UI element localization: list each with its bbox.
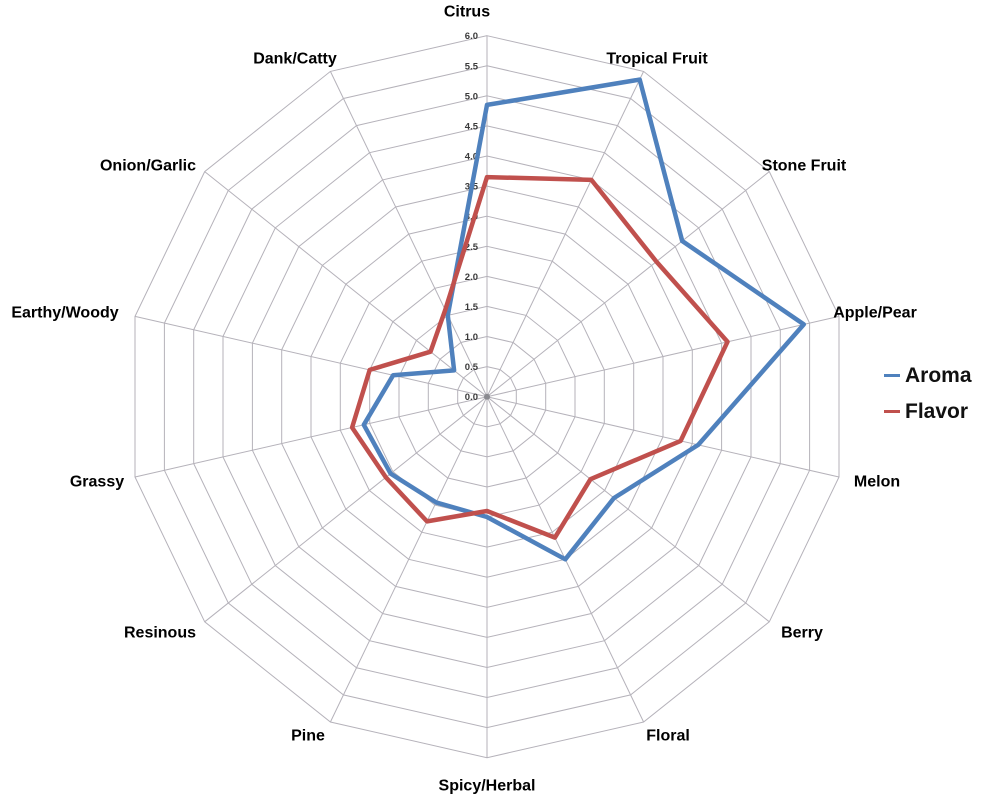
axis-label-resinous: Resinous (124, 625, 196, 642)
legend-item-flavor: Flavor (884, 400, 972, 423)
axis-label-pine: Pine (291, 728, 325, 745)
legend-item-aroma: Aroma (884, 364, 972, 387)
axis-label-apple-pear: Apple/Pear (833, 305, 917, 322)
radial-tick-label: 0.5 (465, 362, 479, 373)
chart-legend: Aroma Flavor (884, 364, 972, 423)
grid-spoke (486, 396, 770, 623)
legend-label-flavor: Flavor (905, 400, 969, 424)
axis-label-dank-catty: Dank/Catty (253, 51, 337, 68)
grid-spoke (204, 171, 488, 398)
grid-spoke (486, 71, 645, 397)
axis-label-spicy-herbal: Spicy/Herbal (439, 778, 536, 795)
axis-label-stone-fruit: Stone Fruit (762, 158, 847, 175)
radial-tick-label: 2.0 (465, 272, 478, 283)
grid-spoke (486, 396, 840, 478)
radial-tick-label: 1.5 (465, 302, 479, 313)
axis-label-earthy-woody: Earthy/Woody (11, 305, 118, 322)
series-flavor-polygon (349, 174, 730, 540)
aroma-series-line-icon (884, 374, 900, 378)
axis-label-citrus: Citrus (444, 4, 490, 21)
radial-tick-label: 4.5 (465, 121, 479, 132)
radial-tick-label: 1.0 (465, 332, 478, 343)
radial-tick-label: 3.0 (465, 212, 478, 223)
axis-label-grassy: Grassy (70, 474, 124, 491)
flavor-series-line-icon (884, 410, 900, 414)
grid-spoke (204, 396, 488, 623)
grid-spoke (486, 171, 770, 398)
radial-tick-label: 0.0 (465, 392, 478, 403)
radial-tick-label: 4.0 (465, 152, 478, 163)
center-dot (484, 393, 490, 400)
axis-label-floral: Floral (646, 728, 690, 745)
grid-spoke (134, 315, 488, 398)
grid-spoke (329, 71, 488, 397)
radial-tick-label: 5.0 (465, 91, 478, 102)
radial-tick-label: 6.0 (465, 31, 478, 42)
radial-tick-label: 2.5 (465, 242, 479, 253)
axis-label-tropical-fruit: Tropical Fruit (606, 51, 708, 68)
radial-tick-label: 5.5 (465, 61, 479, 72)
axis-label-melon: Melon (854, 474, 900, 491)
series-aroma-polygon (361, 77, 807, 562)
axis-label-onion-garlic: Onion/Garlic (100, 158, 196, 175)
grid-spoke (329, 396, 488, 723)
grid-spoke (134, 396, 488, 478)
legend-label-aroma: Aroma (905, 364, 972, 387)
grid-spoke (486, 315, 840, 398)
axis-label-berry: Berry (781, 625, 823, 642)
